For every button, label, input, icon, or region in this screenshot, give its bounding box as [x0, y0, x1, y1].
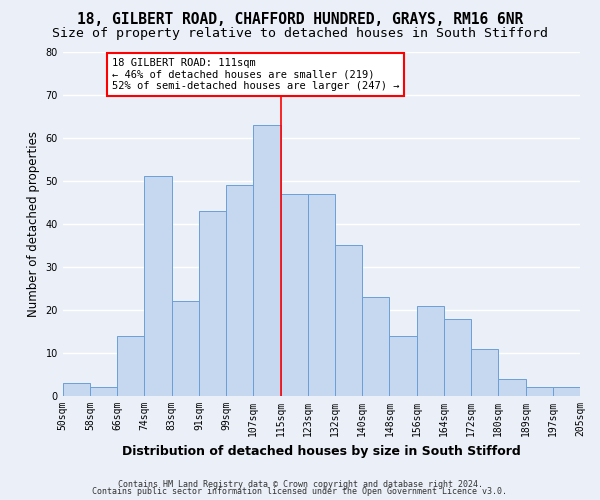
Bar — [281, 194, 308, 396]
Bar — [389, 336, 416, 396]
Bar — [253, 124, 281, 396]
Bar — [553, 388, 580, 396]
Bar — [63, 383, 90, 396]
Bar — [308, 194, 335, 396]
Y-axis label: Number of detached properties: Number of detached properties — [27, 131, 40, 317]
X-axis label: Distribution of detached houses by size in South Stifford: Distribution of detached houses by size … — [122, 444, 521, 458]
Text: Size of property relative to detached houses in South Stifford: Size of property relative to detached ho… — [52, 28, 548, 40]
Bar — [362, 297, 389, 396]
Bar — [526, 388, 553, 396]
Bar — [499, 379, 526, 396]
Bar — [335, 246, 362, 396]
Bar — [444, 318, 471, 396]
Bar — [471, 348, 499, 396]
Bar — [90, 388, 117, 396]
Text: Contains public sector information licensed under the Open Government Licence v3: Contains public sector information licen… — [92, 488, 508, 496]
Bar — [117, 336, 145, 396]
Bar — [416, 306, 444, 396]
Text: 18, GILBERT ROAD, CHAFFORD HUNDRED, GRAYS, RM16 6NR: 18, GILBERT ROAD, CHAFFORD HUNDRED, GRAY… — [77, 12, 523, 28]
Text: 18 GILBERT ROAD: 111sqm
← 46% of detached houses are smaller (219)
52% of semi-d: 18 GILBERT ROAD: 111sqm ← 46% of detache… — [112, 58, 399, 91]
Text: Contains HM Land Registry data © Crown copyright and database right 2024.: Contains HM Land Registry data © Crown c… — [118, 480, 482, 489]
Bar — [226, 185, 253, 396]
Bar — [145, 176, 172, 396]
Bar — [199, 211, 226, 396]
Bar — [172, 302, 199, 396]
